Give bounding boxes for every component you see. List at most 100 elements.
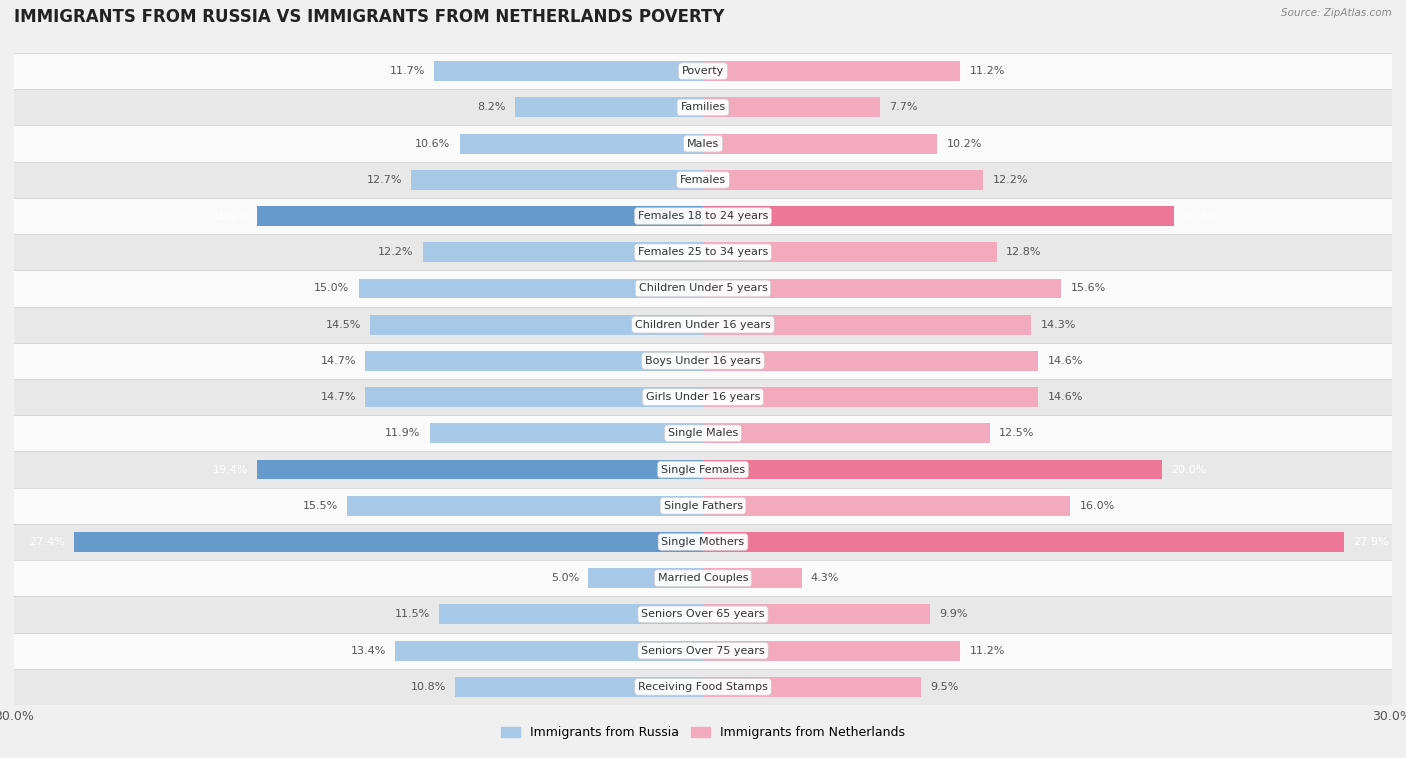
Bar (703, 278, 1062, 299)
Text: Girls Under 16 years: Girls Under 16 years (645, 392, 761, 402)
Text: Single Males: Single Males (668, 428, 738, 438)
Bar (703, 170, 983, 190)
Text: 19.4%: 19.4% (212, 465, 249, 475)
Bar (430, 424, 703, 443)
Text: Seniors Over 65 years: Seniors Over 65 years (641, 609, 765, 619)
Text: 14.5%: 14.5% (325, 320, 361, 330)
Text: 15.6%: 15.6% (1070, 283, 1105, 293)
Text: 14.6%: 14.6% (1047, 392, 1083, 402)
Text: 10.2%: 10.2% (946, 139, 981, 149)
Text: Single Mothers: Single Mothers (661, 537, 745, 547)
Bar (703, 496, 1070, 515)
Text: Boys Under 16 years: Boys Under 16 years (645, 356, 761, 366)
Bar (14, 343, 1392, 379)
Bar (257, 459, 703, 480)
Text: 13.4%: 13.4% (350, 646, 387, 656)
Text: Married Couples: Married Couples (658, 573, 748, 583)
Text: 27.4%: 27.4% (30, 537, 65, 547)
Text: Seniors Over 75 years: Seniors Over 75 years (641, 646, 765, 656)
Text: Males: Males (688, 139, 718, 149)
Bar (439, 604, 703, 625)
Bar (14, 669, 1392, 705)
Text: 11.2%: 11.2% (969, 66, 1005, 76)
Text: 19.4%: 19.4% (212, 211, 249, 221)
Text: Females: Females (681, 175, 725, 185)
Text: 14.7%: 14.7% (321, 356, 356, 366)
Bar (703, 677, 921, 697)
Bar (456, 677, 703, 697)
Bar (14, 452, 1392, 487)
Text: Females 18 to 24 years: Females 18 to 24 years (638, 211, 768, 221)
Text: Children Under 5 years: Children Under 5 years (638, 283, 768, 293)
Bar (703, 351, 1038, 371)
Bar (395, 641, 703, 660)
Bar (14, 89, 1392, 126)
Bar (14, 632, 1392, 669)
Text: 12.8%: 12.8% (1007, 247, 1042, 257)
Bar (588, 568, 703, 588)
Bar (14, 379, 1392, 415)
Text: 4.3%: 4.3% (811, 573, 839, 583)
Text: 15.0%: 15.0% (314, 283, 349, 293)
Text: 27.9%: 27.9% (1353, 537, 1389, 547)
Text: Source: ZipAtlas.com: Source: ZipAtlas.com (1281, 8, 1392, 17)
Text: 8.2%: 8.2% (477, 102, 506, 112)
Text: 12.2%: 12.2% (993, 175, 1028, 185)
Text: 5.0%: 5.0% (551, 573, 579, 583)
Bar (703, 133, 938, 154)
Text: Females 25 to 34 years: Females 25 to 34 years (638, 247, 768, 257)
Text: 11.7%: 11.7% (389, 66, 425, 76)
Text: 20.5%: 20.5% (1182, 211, 1219, 221)
Bar (423, 243, 703, 262)
Bar (347, 496, 703, 515)
Bar (703, 568, 801, 588)
Bar (14, 234, 1392, 271)
Bar (434, 61, 703, 81)
Text: 7.7%: 7.7% (889, 102, 918, 112)
Bar (366, 351, 703, 371)
Bar (359, 278, 703, 299)
Text: Single Fathers: Single Fathers (664, 501, 742, 511)
Bar (14, 53, 1392, 89)
Bar (14, 198, 1392, 234)
Bar (703, 459, 1163, 480)
Text: 14.6%: 14.6% (1047, 356, 1083, 366)
Bar (703, 387, 1038, 407)
Bar (703, 532, 1344, 552)
Text: 12.7%: 12.7% (367, 175, 402, 185)
Text: Poverty: Poverty (682, 66, 724, 76)
Text: 12.2%: 12.2% (378, 247, 413, 257)
Legend: Immigrants from Russia, Immigrants from Netherlands: Immigrants from Russia, Immigrants from … (496, 722, 910, 744)
Text: 14.3%: 14.3% (1040, 320, 1076, 330)
Bar (412, 170, 703, 190)
Text: 9.9%: 9.9% (939, 609, 969, 619)
Text: 9.5%: 9.5% (931, 682, 959, 692)
Bar (14, 161, 1392, 198)
Bar (703, 206, 1174, 226)
Text: 20.0%: 20.0% (1171, 465, 1206, 475)
Text: Families: Families (681, 102, 725, 112)
Bar (703, 243, 997, 262)
Bar (14, 560, 1392, 597)
Text: 10.8%: 10.8% (411, 682, 446, 692)
Text: 11.9%: 11.9% (385, 428, 420, 438)
Bar (14, 415, 1392, 452)
Bar (14, 597, 1392, 632)
Bar (73, 532, 703, 552)
Bar (257, 206, 703, 226)
Bar (460, 133, 703, 154)
Text: 10.6%: 10.6% (415, 139, 450, 149)
Bar (14, 524, 1392, 560)
Bar (370, 315, 703, 334)
Text: 11.2%: 11.2% (969, 646, 1005, 656)
Bar (14, 126, 1392, 161)
Text: 12.5%: 12.5% (1000, 428, 1035, 438)
Text: 16.0%: 16.0% (1080, 501, 1115, 511)
Text: Children Under 16 years: Children Under 16 years (636, 320, 770, 330)
Bar (703, 315, 1032, 334)
Bar (703, 641, 960, 660)
Bar (14, 306, 1392, 343)
Bar (703, 604, 931, 625)
Text: 11.5%: 11.5% (395, 609, 430, 619)
Text: Single Females: Single Females (661, 465, 745, 475)
